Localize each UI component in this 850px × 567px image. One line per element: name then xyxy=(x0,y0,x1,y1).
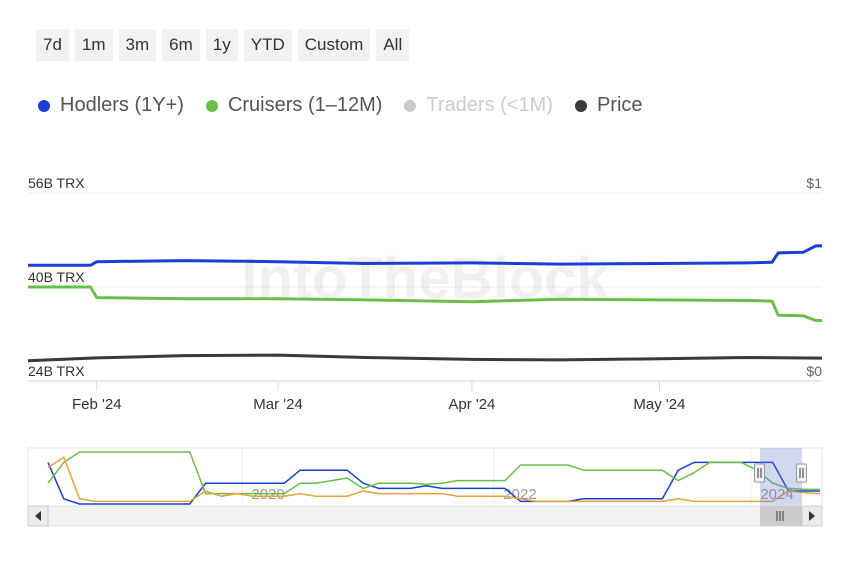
y-tick-label: 56B TRX xyxy=(28,175,85,191)
scroll-thumb[interactable] xyxy=(760,506,802,526)
series-line-cruisers-1-12m[interactable] xyxy=(28,285,822,322)
x-tick-label: Apr '24 xyxy=(448,396,495,413)
arrow-right-icon xyxy=(809,511,815,521)
series-line-price[interactable] xyxy=(27,353,823,363)
x-axis: Feb '24 Mar '24 Apr '24 May '24 xyxy=(72,381,685,413)
series-layer xyxy=(27,244,823,363)
range-button-1m[interactable]: 1m xyxy=(74,29,113,61)
navigator-frame xyxy=(27,447,823,507)
legend-item-hodlers-1y[interactable]: Hodlers (1Y+) xyxy=(38,94,184,117)
legend-item-price[interactable]: Price xyxy=(574,94,643,117)
y-tick-label: 40B TRX xyxy=(28,269,85,285)
legend-dot-icon xyxy=(38,99,50,112)
navigator-selection[interactable] xyxy=(760,448,802,506)
navigator-tick-label: 2020 xyxy=(251,486,284,503)
range-selector: 7d 1m 3m 6m 1y YTD Custom All xyxy=(36,29,410,61)
legend-item-traders-1m[interactable]: Traders (<1M) xyxy=(404,94,553,117)
series-line-hodlers-1y[interactable] xyxy=(28,244,822,267)
legend-dot-icon xyxy=(574,99,587,112)
navigator-line-cruisers-1-12m xyxy=(47,451,820,495)
x-tick-label: Mar '24 xyxy=(253,396,303,413)
range-button-1y[interactable]: 1y xyxy=(205,29,238,61)
main-grid xyxy=(28,192,822,382)
legend-item-cruisers-1-12m[interactable]: Cruisers (1–12M) xyxy=(205,94,383,117)
legend-label: Traders (<1M) xyxy=(426,94,553,116)
navigator-series xyxy=(47,451,821,505)
range-button-all[interactable]: All xyxy=(376,29,410,61)
navigator[interactable]: 2020 2022 2024 xyxy=(0,440,850,530)
navigator-handle-right[interactable] xyxy=(796,463,807,483)
legend-dot-icon xyxy=(205,99,218,112)
y-axis-left: 24B TRX 40B TRX 56B TRX xyxy=(28,175,85,379)
range-button-custom[interactable]: Custom xyxy=(297,29,371,61)
y-right-tick-label: $1 xyxy=(806,175,822,191)
y-axis-right: $0 $1 xyxy=(806,175,822,379)
legend-label: Price xyxy=(596,94,643,116)
x-tick-label: May '24 xyxy=(633,396,685,413)
range-button-6m[interactable]: 6m xyxy=(162,29,200,61)
navigator-handle-left[interactable] xyxy=(754,463,765,483)
navigator-tick-label: 2022 xyxy=(503,486,536,503)
range-button-3m[interactable]: 3m xyxy=(118,29,157,61)
chart-legend: Hodlers (1Y+) Cruisers (1–12M) Traders (<1… xyxy=(38,94,643,117)
range-button-7d[interactable]: 7d xyxy=(36,29,69,61)
legend-dot-icon xyxy=(404,99,417,112)
x-tick-label: Feb '24 xyxy=(72,396,122,413)
range-button-ytd[interactable]: YTD xyxy=(243,29,292,61)
legend-label: Hodlers (1Y+) xyxy=(60,94,184,116)
navigator-line-hodlers-1y xyxy=(47,461,820,505)
arrow-left-icon xyxy=(35,511,41,521)
navigator-tick-label: 2024 xyxy=(760,486,793,503)
y-tick-label: 24B TRX xyxy=(28,363,85,379)
legend-label: Cruisers (1–12M) xyxy=(227,94,383,116)
navigator-line-traders-1m xyxy=(47,456,821,503)
y-right-tick-label: $0 xyxy=(806,363,822,379)
navigator-scrollbar[interactable] xyxy=(27,505,823,527)
